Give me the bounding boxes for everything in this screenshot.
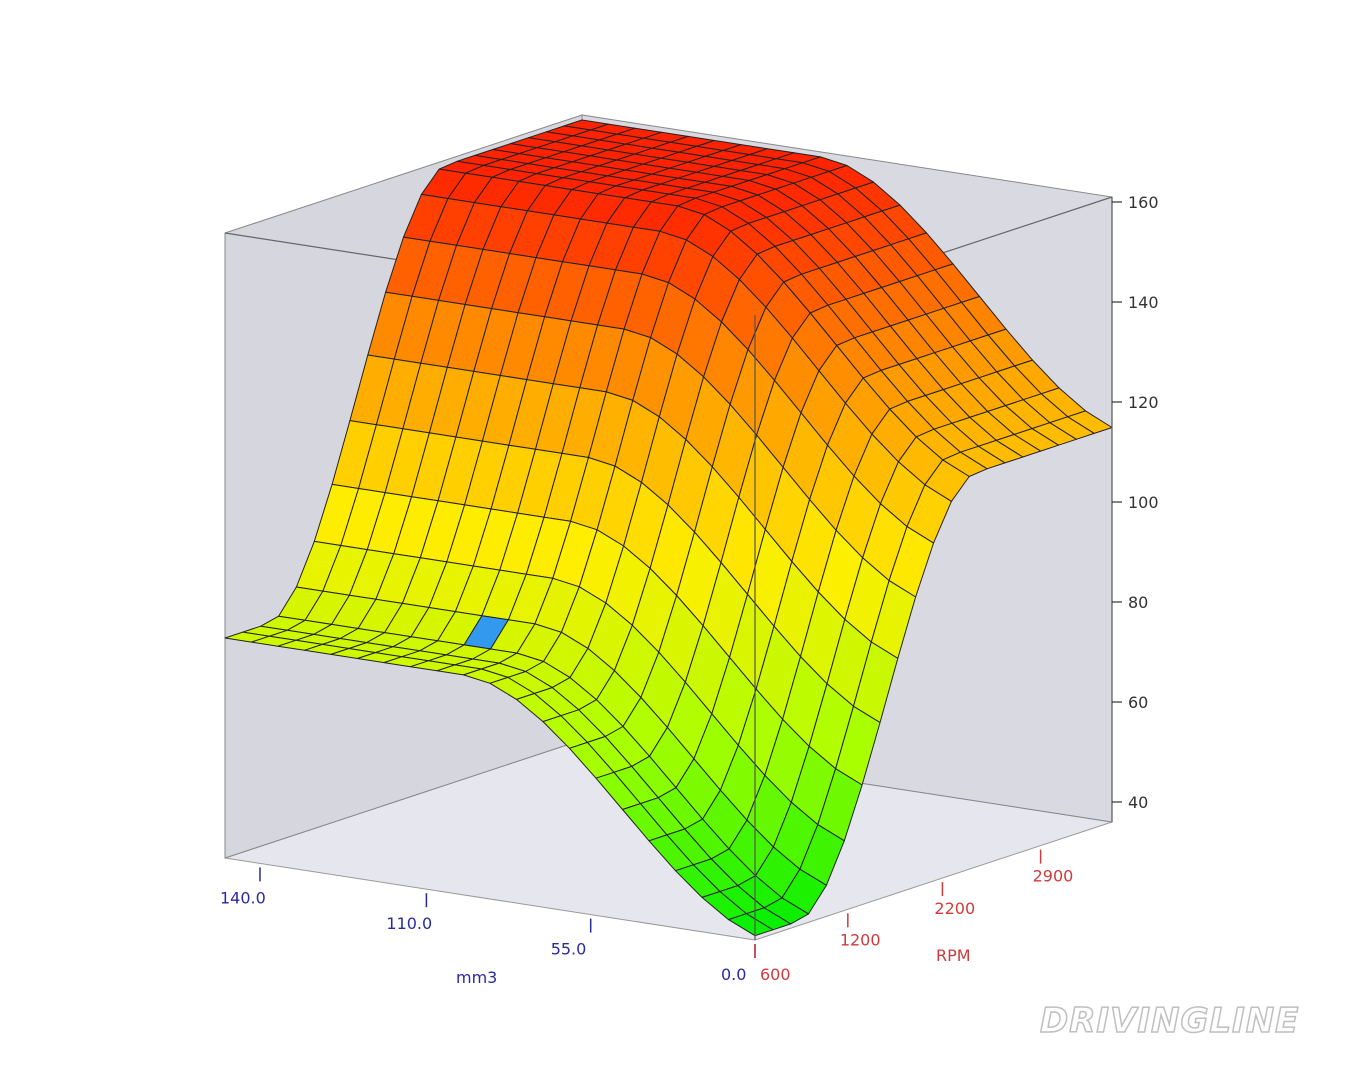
watermark-logo: DRIVINGLINE bbox=[1040, 1001, 1299, 1041]
x-tick-label: 110.0 bbox=[386, 914, 432, 933]
surface-mesh bbox=[224, 119, 1113, 937]
z-tick-label: 120 bbox=[1128, 393, 1159, 412]
y-tick-label: 600 bbox=[760, 965, 791, 984]
y-tick-label: 2900 bbox=[1033, 867, 1074, 886]
z-tick-label: 40 bbox=[1128, 793, 1148, 812]
y-axis-label: RPM bbox=[936, 946, 971, 965]
x-axis-label: mm3 bbox=[456, 968, 497, 987]
x-tick-label: 140.0 bbox=[220, 888, 266, 907]
z-tick-label: 80 bbox=[1128, 593, 1148, 612]
x-tick-label: 55.0 bbox=[551, 940, 587, 959]
axis-ticks: 140.0 110.0 55.0 0.0 600 1200 2200 2900 40 60 80 10… bbox=[220, 193, 1159, 984]
z-tick-label: 100 bbox=[1128, 493, 1159, 512]
y-tick-label: 2200 bbox=[934, 899, 975, 918]
x-tick-label: 0.0 bbox=[721, 965, 746, 984]
z-tick-label: 60 bbox=[1128, 693, 1148, 712]
chart-box-front-edges bbox=[754, 197, 1113, 940]
z-tick-label: 160 bbox=[1128, 193, 1159, 212]
y-tick-label: 1200 bbox=[840, 930, 881, 949]
z-tick-label: 140 bbox=[1128, 293, 1159, 312]
surface-cell bbox=[728, 913, 774, 937]
